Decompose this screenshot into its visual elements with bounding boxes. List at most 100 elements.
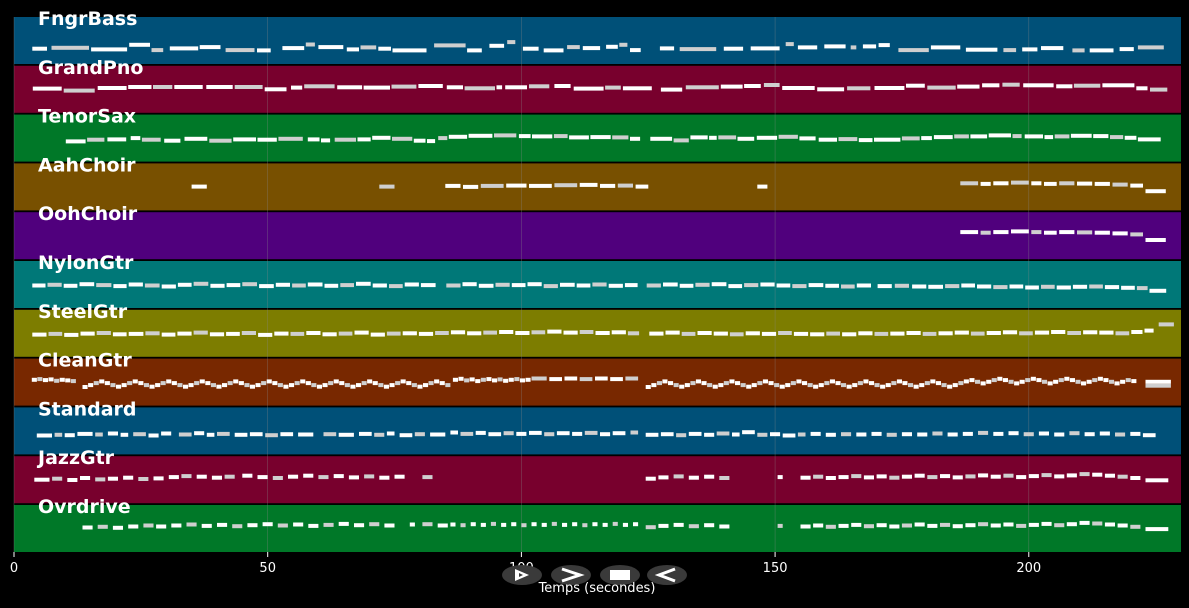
note	[495, 282, 510, 287]
note	[247, 523, 258, 528]
note	[750, 46, 780, 51]
note	[665, 330, 680, 335]
note	[576, 283, 591, 288]
note	[402, 331, 417, 336]
note	[177, 282, 192, 287]
note	[930, 45, 961, 50]
note	[777, 523, 783, 528]
note	[494, 133, 517, 138]
note	[82, 385, 88, 389]
note	[307, 137, 320, 142]
note	[958, 381, 964, 386]
note	[850, 45, 857, 50]
note	[446, 283, 461, 288]
note	[1112, 231, 1128, 236]
track-label-ovrdrive: Ovrdrive	[38, 496, 131, 518]
note	[825, 476, 836, 480]
note	[779, 384, 785, 389]
note	[757, 184, 768, 189]
note	[427, 139, 436, 144]
note	[322, 383, 328, 388]
note	[409, 522, 415, 527]
note	[1150, 87, 1168, 92]
note	[1008, 431, 1019, 436]
note	[107, 476, 118, 481]
note	[547, 329, 562, 334]
note	[947, 384, 953, 389]
forward-button[interactable]	[551, 565, 591, 585]
note	[277, 523, 288, 528]
track-notes-grandpno	[32, 82, 1168, 93]
note	[356, 383, 362, 388]
note	[933, 135, 953, 140]
note	[858, 138, 873, 143]
note	[668, 381, 674, 386]
track-band-oohchoir	[14, 212, 1181, 260]
note	[928, 284, 943, 289]
note	[156, 524, 167, 529]
note	[869, 381, 875, 386]
note	[543, 48, 564, 53]
note	[1054, 134, 1070, 139]
note	[1099, 431, 1110, 436]
note	[1047, 381, 1053, 386]
note	[612, 135, 629, 140]
note	[813, 384, 819, 389]
note	[80, 476, 91, 480]
note	[288, 474, 299, 479]
note	[529, 430, 542, 435]
note	[1028, 474, 1039, 479]
note	[898, 48, 929, 53]
note	[475, 430, 486, 435]
note	[144, 283, 160, 288]
note	[808, 283, 824, 288]
note	[435, 331, 449, 335]
note	[209, 332, 225, 337]
note	[622, 522, 628, 527]
note	[1030, 376, 1036, 381]
note	[1089, 284, 1103, 289]
note	[1054, 432, 1065, 437]
note	[688, 431, 702, 436]
note	[1104, 473, 1115, 478]
note	[1131, 379, 1137, 384]
note	[797, 45, 818, 50]
note	[1067, 331, 1081, 335]
note	[1016, 475, 1027, 480]
note	[825, 283, 839, 288]
note	[298, 432, 314, 437]
note	[372, 283, 387, 288]
note	[622, 86, 652, 91]
note	[194, 431, 205, 436]
rewind-button[interactable]	[647, 565, 687, 585]
note	[799, 136, 816, 141]
note	[584, 430, 598, 435]
note	[1028, 522, 1039, 527]
note	[1115, 432, 1126, 437]
note	[210, 283, 225, 288]
note	[993, 285, 1008, 290]
note	[32, 86, 62, 91]
note	[153, 476, 164, 481]
note	[723, 381, 729, 386]
note	[1019, 331, 1033, 336]
note	[851, 522, 862, 527]
stop-button[interactable]	[600, 565, 640, 585]
note	[392, 136, 413, 141]
note	[962, 431, 973, 436]
note	[947, 432, 958, 437]
note	[37, 377, 43, 382]
note	[1093, 134, 1109, 139]
note	[145, 331, 160, 336]
note	[744, 283, 759, 288]
note	[688, 475, 699, 480]
note	[265, 433, 278, 438]
play-button[interactable]	[502, 565, 542, 585]
note	[166, 379, 172, 384]
note	[1092, 472, 1103, 477]
note	[617, 183, 633, 188]
note	[746, 384, 752, 389]
note	[303, 473, 314, 478]
note	[630, 136, 641, 141]
note	[856, 432, 867, 437]
